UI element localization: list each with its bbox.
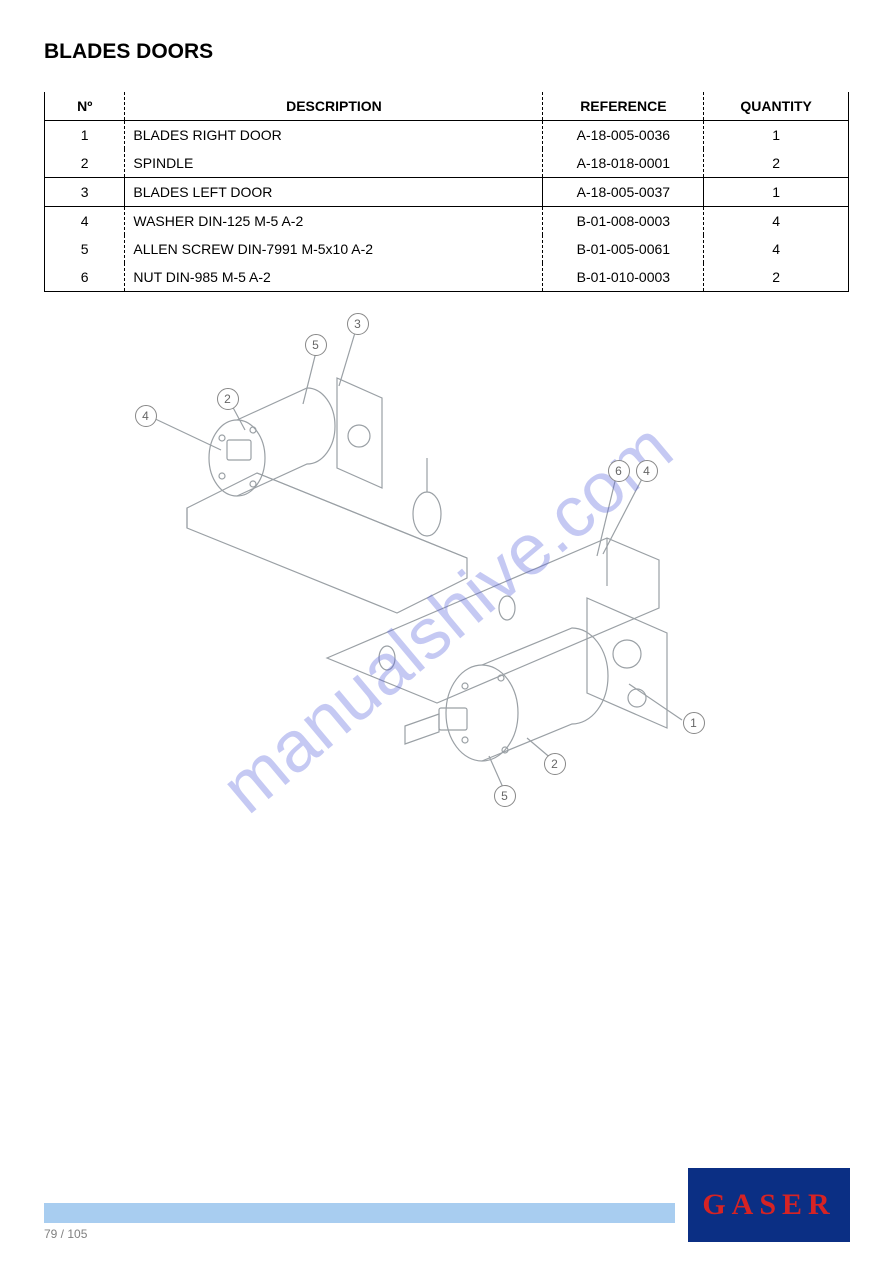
cell-ref: B-01-010-0003 bbox=[543, 263, 704, 292]
section-title: BLADES DOORS bbox=[44, 40, 849, 64]
brand-logo-text: GASER bbox=[702, 1188, 835, 1222]
cell-desc: BLADES RIGHT DOOR bbox=[125, 121, 543, 150]
table-row: 3BLADES LEFT DOORA-18-005-00371 bbox=[45, 178, 849, 207]
cell-desc: WASHER DIN-125 M-5 A-2 bbox=[125, 207, 543, 236]
callout-bubble: 2 bbox=[217, 388, 239, 410]
page-footer: 79 / 105 GASER bbox=[0, 1169, 893, 1241]
cell-ref: A-18-005-0036 bbox=[543, 121, 704, 150]
cell-num: 5 bbox=[45, 235, 125, 263]
callout-bubble: 1 bbox=[683, 712, 705, 734]
table-row: 4WASHER DIN-125 M-5 A-2B-01-008-00034 bbox=[45, 207, 849, 236]
callout-bubble: 4 bbox=[135, 405, 157, 427]
cell-num: 1 bbox=[45, 121, 125, 150]
cell-desc: NUT DIN-985 M-5 A-2 bbox=[125, 263, 543, 292]
col-qty: QUANTITY bbox=[704, 92, 849, 121]
footer-accent-bar bbox=[44, 1203, 675, 1223]
cell-num: 3 bbox=[45, 178, 125, 207]
exploded-diagram: manualshive.com bbox=[127, 308, 767, 928]
page-number: 79 / 105 bbox=[44, 1227, 675, 1241]
cell-ref: B-01-005-0061 bbox=[543, 235, 704, 263]
callout-bubble: 5 bbox=[305, 334, 327, 356]
table-row: 6NUT DIN-985 M-5 A-2B-01-010-00032 bbox=[45, 263, 849, 292]
parts-table: Nº DESCRIPTION REFERENCE QUANTITY 1BLADE… bbox=[44, 92, 849, 292]
col-ref: REFERENCE bbox=[543, 92, 704, 121]
cell-qty: 2 bbox=[704, 149, 849, 178]
col-num: Nº bbox=[45, 92, 125, 121]
table-row: 5ALLEN SCREW DIN-7991 M-5x10 A-2B-01-005… bbox=[45, 235, 849, 263]
cell-num: 4 bbox=[45, 207, 125, 236]
table-row: 2SPINDLEA-18-018-00012 bbox=[45, 149, 849, 178]
callout-bubble: 4 bbox=[636, 460, 658, 482]
brand-logo: GASER bbox=[689, 1169, 849, 1241]
cell-ref: A-18-005-0037 bbox=[543, 178, 704, 207]
cell-qty: 1 bbox=[704, 178, 849, 207]
callout-bubble: 5 bbox=[494, 785, 516, 807]
callout-bubble: 2 bbox=[544, 753, 566, 775]
cell-qty: 4 bbox=[704, 235, 849, 263]
callout-bubble: 3 bbox=[347, 313, 369, 335]
cell-qty: 4 bbox=[704, 207, 849, 236]
cell-num: 6 bbox=[45, 263, 125, 292]
cell-desc: SPINDLE bbox=[125, 149, 543, 178]
cell-num: 2 bbox=[45, 149, 125, 178]
callout-bubble: 6 bbox=[608, 460, 630, 482]
cell-desc: ALLEN SCREW DIN-7991 M-5x10 A-2 bbox=[125, 235, 543, 263]
col-desc: DESCRIPTION bbox=[125, 92, 543, 121]
cell-ref: A-18-018-0001 bbox=[543, 149, 704, 178]
cell-desc: BLADES LEFT DOOR bbox=[125, 178, 543, 207]
cell-qty: 1 bbox=[704, 121, 849, 150]
cell-ref: B-01-008-0003 bbox=[543, 207, 704, 236]
cell-qty: 2 bbox=[704, 263, 849, 292]
table-row: 1BLADES RIGHT DOORA-18-005-00361 bbox=[45, 121, 849, 150]
